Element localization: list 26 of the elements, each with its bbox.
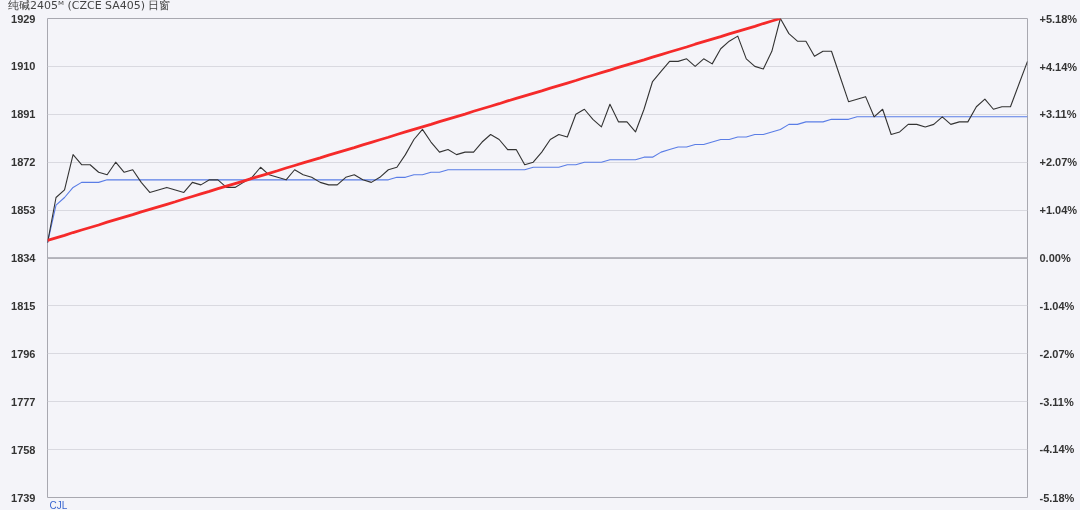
chart-subtitle: 日窗 [148, 0, 170, 12]
y2-tick-label: 0.00% [1039, 252, 1071, 264]
line-series [47, 18, 782, 242]
y2-tick-label: +4.14% [1039, 60, 1078, 73]
y2-tick-label: -3.11% [1039, 395, 1074, 408]
y-tick-label: 1853 [11, 204, 36, 217]
y2-tick-label: +2.07% [1039, 156, 1078, 169]
y-tick-label: 1758 [11, 443, 36, 456]
y-tick-label: 1796 [11, 347, 36, 360]
y-tick-label: 1872 [11, 156, 36, 169]
y-tick-label: 1815 [11, 299, 36, 312]
y2-tick-label: +1.04% [1039, 203, 1078, 216]
chart-title: 纯碱2405ᴹ (CZCE SA405) [8, 0, 146, 12]
y-tick-label: 1929 [11, 12, 36, 25]
y2-tick-label: -4.14% [1039, 443, 1075, 456]
y-tick-label: 1891 [11, 108, 36, 121]
y-tick-label: 1834 [11, 252, 37, 264]
y2-tick-label: +5.18% [1039, 12, 1078, 25]
y-tick-label: 1910 [11, 60, 36, 73]
text: CJL [49, 499, 68, 510]
y2-tick-label: -2.07% [1039, 347, 1075, 360]
y2-tick-label: -5.18% [1039, 491, 1075, 504]
y-tick-label: 1777 [11, 395, 36, 408]
y2-tick-label: -1.04% [1039, 300, 1075, 313]
y-tick-label: 1739 [11, 491, 36, 504]
y2-tick-label: +3.11% [1039, 108, 1077, 121]
